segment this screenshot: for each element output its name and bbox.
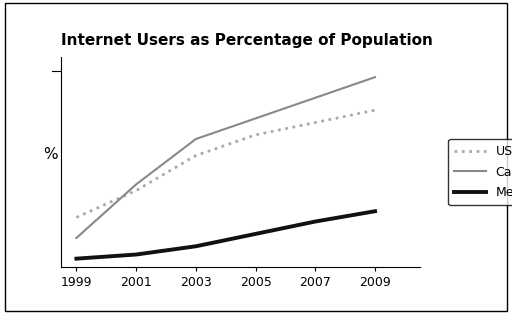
Canada	[73, 236, 79, 240]
Mexico	[193, 244, 199, 248]
Line: Mexico: Mexico	[76, 211, 375, 259]
USA	[133, 189, 139, 192]
Mexico	[312, 219, 318, 223]
USA	[193, 154, 199, 157]
Line: Canada: Canada	[76, 77, 375, 238]
Canada	[252, 116, 259, 120]
USA	[73, 215, 79, 219]
Canada	[193, 137, 199, 141]
Legend: USA, Canada, Mexico: USA, Canada, Mexico	[448, 139, 512, 205]
Line: USA: USA	[76, 110, 375, 217]
Mexico	[133, 253, 139, 257]
Y-axis label: %: %	[43, 147, 58, 162]
Text: Internet Users as Percentage of Population: Internet Users as Percentage of Populati…	[61, 33, 433, 48]
USA	[312, 121, 318, 124]
Canada	[312, 96, 318, 100]
Mexico	[73, 257, 79, 261]
Mexico	[372, 209, 378, 213]
USA	[252, 133, 259, 137]
USA	[372, 108, 378, 112]
Canada	[133, 182, 139, 186]
Mexico	[252, 232, 259, 236]
Canada	[372, 75, 378, 79]
